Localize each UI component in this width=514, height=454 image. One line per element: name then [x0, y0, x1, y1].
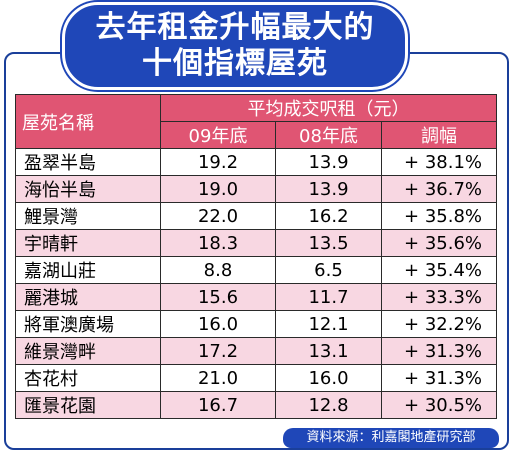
- rent-08-cell: 11.7: [275, 283, 382, 311]
- table-body: 盈翠半島 19.2 13.9 + 38.1% 海怡半島 19.0 13.9 + 36.7% 鯉景…: [15, 148, 498, 419]
- table-row: 盈翠半島 19.2 13.9 + 38.1%: [15, 148, 498, 176]
- chart-title: 去年租金升幅最大的 十個指標屋苑: [62, 2, 408, 90]
- rent-09-cell: 21.0: [160, 364, 276, 392]
- rent-09-cell: 16.0: [160, 310, 276, 338]
- estate-name-cell: 將軍澳廣場: [15, 310, 161, 338]
- change-cell: + 31.3%: [380, 364, 498, 392]
- rent-08-cell: 13.5: [275, 229, 382, 257]
- title-line-2: 十個指標屋苑: [142, 46, 328, 81]
- estate-name-cell: 鯉景灣: [15, 202, 161, 230]
- rent-08-cell: 12.1: [275, 310, 382, 338]
- change-cell: + 32.2%: [380, 310, 498, 338]
- estate-name-cell: 海怡半島: [15, 175, 161, 203]
- table-row: 匯景花園 16.7 12.8 + 30.5%: [15, 391, 498, 419]
- rent-09-cell: 18.3: [160, 229, 276, 257]
- change-cell: + 35.6%: [380, 229, 498, 257]
- title-line-1: 去年租金升幅最大的: [95, 10, 375, 45]
- rent-08-cell: 13.9: [275, 175, 382, 203]
- change-cell: + 35.4%: [380, 256, 498, 284]
- rent-table: 屋苑名稱 平均成交呎租（元） 09年底 08年底 調幅 盈翠半島 19.2 13.9…: [15, 94, 498, 419]
- rent-09-cell: 19.0: [160, 175, 276, 203]
- rent-09-cell: 19.2: [160, 148, 276, 176]
- change-cell: + 31.3%: [380, 337, 498, 365]
- table-row: 鯉景灣 22.0 16.2 + 35.8%: [15, 202, 498, 230]
- change-cell: + 38.1%: [380, 148, 498, 176]
- rent-09-cell: 17.2: [160, 337, 276, 365]
- change-cell: + 35.8%: [380, 202, 498, 230]
- table-row: 維景灣畔 17.2 13.1 + 31.3%: [15, 337, 498, 365]
- estate-name-cell: 杏花村: [15, 364, 161, 392]
- table-row: 將軍澳廣場 16.0 12.1 + 32.2%: [15, 310, 498, 338]
- estate-name-cell: 維景灣畔: [15, 337, 161, 365]
- table-row: 嘉湖山莊 8.8 6.5 + 35.4%: [15, 256, 498, 284]
- estate-name-cell: 宇晴軒: [15, 229, 161, 257]
- header-09: 09年底: [160, 121, 276, 149]
- rent-09-cell: 15.6: [160, 283, 276, 311]
- rent-08-cell: 12.8: [275, 391, 382, 419]
- rent-09-cell: 22.0: [160, 202, 276, 230]
- change-cell: + 36.7%: [380, 175, 498, 203]
- estate-name-cell: 盈翠半島: [15, 148, 161, 176]
- rent-08-cell: 6.5: [275, 256, 382, 284]
- header-change: 調幅: [380, 121, 498, 149]
- change-cell: + 30.5%: [380, 391, 498, 419]
- header-avg-rent: 平均成交呎租（元）: [159, 94, 498, 122]
- table-row: 麗港城 15.6 11.7 + 33.3%: [15, 283, 498, 311]
- table-row: 宇晴軒 18.3 13.5 + 35.6%: [15, 229, 498, 257]
- rent-08-cell: 13.9: [275, 148, 382, 176]
- source-note: 資料來源：利嘉閣地產研究部: [283, 428, 499, 448]
- rent-08-cell: 13.1: [275, 337, 382, 365]
- header-08: 08年底: [275, 121, 382, 149]
- rent-08-cell: 16.2: [275, 202, 382, 230]
- rent-08-cell: 16.0: [275, 364, 382, 392]
- estate-name-cell: 匯景花園: [15, 391, 161, 419]
- estate-name-cell: 嘉湖山莊: [15, 256, 161, 284]
- table-row: 杏花村 21.0 16.0 + 31.3%: [15, 364, 498, 392]
- rent-09-cell: 8.8: [160, 256, 276, 284]
- change-cell: + 33.3%: [380, 283, 498, 311]
- table-row: 海怡半島 19.0 13.9 + 36.7%: [15, 175, 498, 203]
- header-estate-name: 屋苑名稱: [15, 94, 161, 149]
- estate-name-cell: 麗港城: [15, 283, 161, 311]
- rent-09-cell: 16.7: [160, 391, 276, 419]
